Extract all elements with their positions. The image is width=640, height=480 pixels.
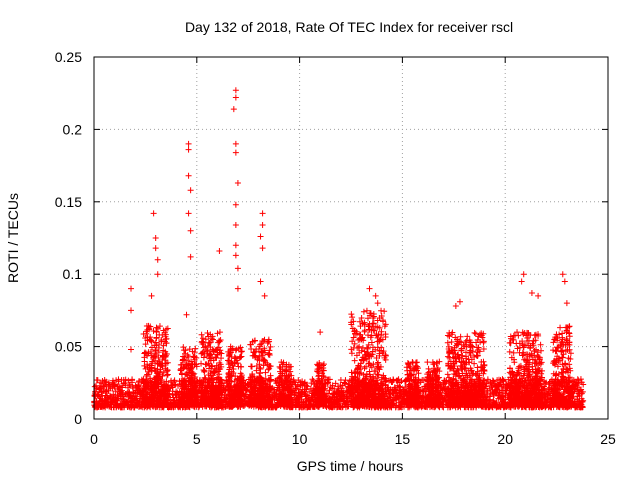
- data-point: [351, 357, 358, 364]
- data-points: [91, 87, 587, 411]
- data-point: [332, 380, 339, 387]
- data-point: [231, 378, 238, 385]
- data-point: [192, 345, 199, 352]
- data-point: [360, 308, 367, 315]
- data-point: [129, 376, 136, 383]
- data-point: [199, 335, 206, 342]
- data-point: [117, 388, 124, 395]
- data-point: [141, 358, 148, 365]
- data-point: [304, 383, 311, 390]
- data-point: [303, 386, 310, 393]
- data-point: [348, 369, 355, 376]
- data-point: [202, 361, 209, 368]
- data-point: [262, 369, 269, 376]
- chart-title: Day 132 of 2018, Rate Of TEC Index for r…: [185, 19, 513, 35]
- data-point: [348, 311, 355, 318]
- data-point: [243, 387, 250, 394]
- data-point: [175, 382, 182, 389]
- data-point: [126, 392, 133, 399]
- data-point: [320, 361, 327, 368]
- data-point: [344, 394, 351, 401]
- data-point: [106, 392, 113, 399]
- data-point: [297, 392, 304, 399]
- data-point: [306, 388, 313, 395]
- data-point: [178, 370, 185, 377]
- data-point: [133, 393, 140, 400]
- data-point: [198, 360, 205, 367]
- data-point: [301, 379, 308, 386]
- data-point: [361, 365, 368, 372]
- data-point: [331, 385, 338, 392]
- data-point: [122, 376, 129, 383]
- data-point: [171, 377, 178, 384]
- data-point: [329, 382, 336, 389]
- data-point: [267, 343, 274, 350]
- data-point: [198, 331, 205, 338]
- data-point: [283, 367, 290, 374]
- data-point: [204, 329, 211, 336]
- data-point: [378, 307, 385, 314]
- data-point: [115, 378, 122, 385]
- data-point: [119, 384, 126, 391]
- data-point: [349, 314, 356, 321]
- data-point: [110, 391, 117, 398]
- data-point: [238, 348, 245, 355]
- data-point: [153, 324, 160, 331]
- data-point: [326, 376, 333, 383]
- data-point: [248, 363, 255, 370]
- data-point: [342, 377, 349, 384]
